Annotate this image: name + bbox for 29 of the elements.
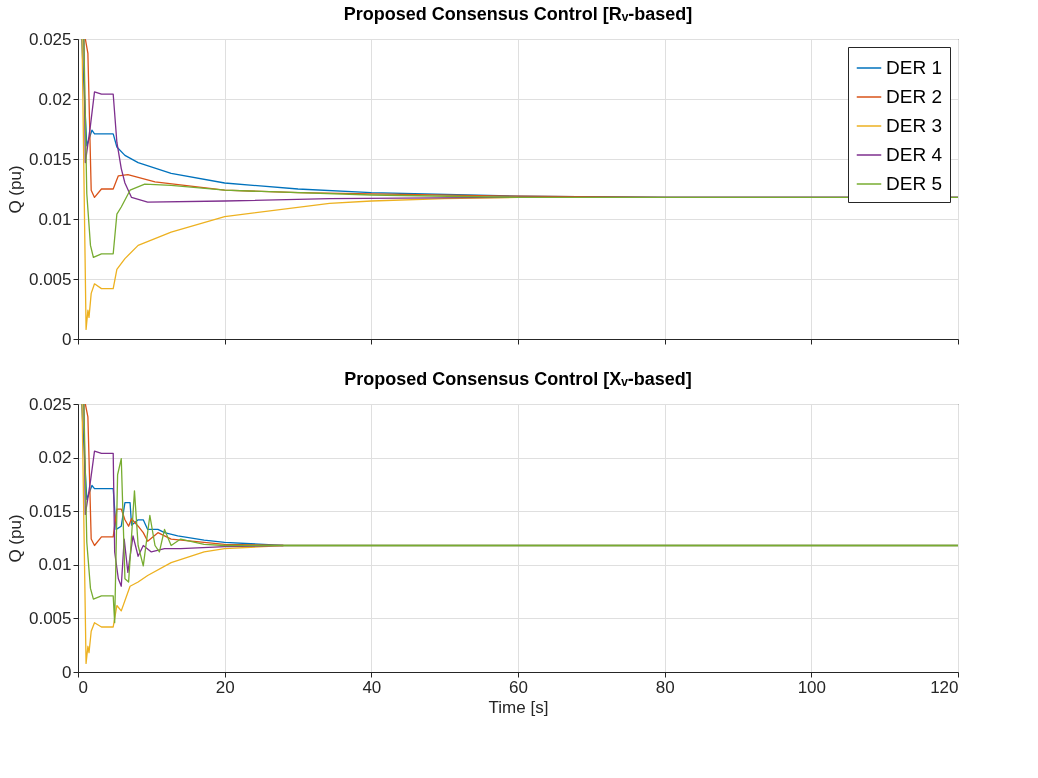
- y-axis-title: Q (pu): [5, 514, 25, 563]
- y-tick-label: 0.005: [28, 608, 72, 628]
- y-tick-label: 0: [62, 329, 72, 349]
- y-tick-label: 0.01: [38, 555, 72, 575]
- x-tick-label: 40: [362, 677, 382, 697]
- chart-title: Proposed Consensus Control [Rᵥ-based]: [343, 4, 693, 24]
- legend-label: DER 1: [886, 57, 942, 78]
- y-tick-label: 0.005: [28, 269, 72, 289]
- x-axis-title: Time [s]: [488, 697, 549, 717]
- legend-label: DER 4: [886, 144, 943, 165]
- y-tick-label: 0: [62, 662, 72, 682]
- y-tick-label: 0.02: [38, 89, 72, 109]
- legend-label: DER 2: [886, 86, 942, 107]
- y-tick-label: 0.015: [28, 149, 72, 169]
- x-tick-label: 80: [655, 677, 675, 697]
- y-tick-label: 0.025: [28, 29, 72, 49]
- y-tick-label: 0.02: [38, 448, 72, 468]
- y-tick-label: 0.01: [38, 209, 72, 229]
- legend-label: DER 5: [886, 173, 942, 194]
- x-tick-label: 20: [215, 677, 235, 697]
- y-tick-label: 0.015: [28, 501, 72, 521]
- y-axis-title: Q (pu): [5, 165, 25, 214]
- y-tick-label: 0.025: [28, 394, 72, 414]
- x-tick-label: 60: [509, 677, 528, 697]
- x-tick-label: 0: [78, 677, 88, 697]
- x-tick-label: 120: [930, 677, 959, 697]
- legend-label: DER 3: [886, 115, 942, 136]
- x-tick-label: 100: [797, 677, 827, 697]
- chart-title: Proposed Consensus Control [Xᵥ-based]: [344, 369, 692, 389]
